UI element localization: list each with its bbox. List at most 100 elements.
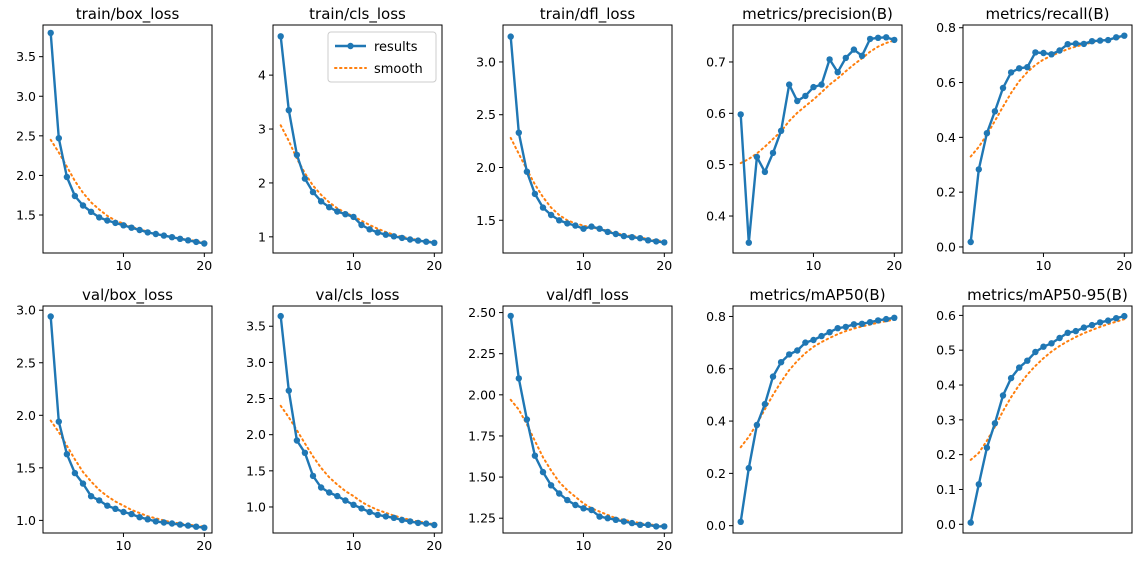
results-data-point — [1104, 317, 1112, 324]
y-tick-label: 1.5 — [16, 460, 36, 475]
results-data-point — [786, 351, 793, 358]
results-data-point — [1072, 327, 1080, 335]
y-tick-label: 1.5 — [476, 213, 496, 228]
results-data-point — [112, 505, 119, 512]
results-data-point — [96, 497, 103, 504]
results-data-point — [983, 444, 991, 451]
results-data-point — [136, 226, 143, 234]
results-data-point — [152, 518, 159, 525]
results-data-point — [176, 235, 184, 242]
results-data-point — [1007, 69, 1015, 76]
y-tick-label: 0.6 — [706, 106, 726, 121]
results-data-point — [342, 497, 349, 504]
plot-frame — [42, 24, 213, 254]
chart-panel-9: metrics/mAP50(B) 0.0 0.2 0.4 0.6 0.8 — [706, 286, 903, 534]
results-data-point — [326, 204, 333, 211]
y-tick-label: 2 — [258, 175, 266, 190]
results-data-point — [745, 239, 752, 246]
y-tick-label: 1.25 — [468, 511, 496, 526]
results-data-point — [874, 34, 882, 41]
y-tick-label: 2.0 — [16, 408, 36, 423]
results-data-point — [301, 175, 309, 182]
y-tick-label: 0.4 — [936, 130, 956, 145]
y-tick-label: 0.0 — [936, 239, 956, 254]
y-tick-label: 0.2 — [936, 185, 956, 200]
y-tick-label: 0.4 — [936, 378, 956, 393]
x-tick-label: 10 — [116, 538, 132, 553]
results-data-point — [160, 519, 168, 526]
y-tick-label: 2.5 — [246, 391, 266, 406]
results-data-point — [866, 319, 874, 326]
results-data-point — [1064, 329, 1071, 336]
results-data-point — [604, 515, 611, 522]
results-data-point — [596, 513, 603, 520]
results-data-point — [1056, 47, 1063, 54]
plot-frame — [502, 24, 673, 254]
results-data-point — [431, 521, 438, 529]
results-data-point — [293, 151, 301, 159]
results-data-point — [293, 437, 301, 444]
y-tick-label: 2.5 — [16, 128, 36, 143]
y-tick-label: 1.0 — [246, 499, 266, 514]
results-data-point — [612, 230, 619, 238]
results-data-point — [531, 190, 539, 198]
results-data-point — [201, 524, 208, 531]
results-data-point — [983, 130, 991, 137]
plot-frame — [962, 305, 1133, 534]
chart-panel-1: train/box_loss 1.5 2.0 2.5 3.0 3.5 10 20 — [16, 5, 213, 273]
results-data-point — [580, 225, 587, 232]
results-data-point — [745, 464, 752, 472]
results-data-point — [334, 492, 341, 500]
y-tick-label: 0.0 — [936, 517, 956, 532]
results-data-point — [47, 29, 54, 37]
results-data-point — [580, 505, 587, 512]
results-data-point — [999, 84, 1007, 92]
results-data-point — [999, 392, 1007, 399]
results-data-point — [737, 518, 744, 525]
results-data-point — [842, 323, 849, 331]
legend-results-marker — [347, 42, 354, 50]
results-data-point — [883, 315, 890, 323]
y-tick-label: 0.1 — [936, 482, 956, 497]
results-data-point — [160, 232, 168, 239]
results-data-point — [653, 238, 660, 245]
results-data-point — [991, 420, 999, 427]
results-data-point — [277, 312, 284, 320]
results-data-point — [628, 519, 636, 527]
results-data-point — [1096, 319, 1104, 326]
results-data-point — [1016, 65, 1023, 72]
y-tick-label: 4 — [258, 68, 266, 83]
results-data-point — [406, 236, 414, 243]
results-data-point — [176, 521, 184, 528]
x-tick-label: 20 — [426, 538, 442, 553]
plot-frame — [962, 24, 1133, 254]
results-data-point — [786, 81, 793, 88]
results-data-point — [1048, 340, 1055, 347]
results-data-point — [1113, 34, 1120, 41]
results-data-point — [834, 325, 841, 332]
results-data-point — [883, 34, 890, 41]
y-tick-label: 1.50 — [468, 470, 496, 485]
results-data-point — [1024, 357, 1031, 364]
x-tick-label: 20 — [1116, 258, 1132, 273]
results-data-point — [777, 359, 785, 366]
chart-title: metrics/mAP50(B) — [749, 286, 885, 304]
results-data-point — [572, 222, 579, 229]
results-data-point — [620, 232, 628, 240]
x-tick-label: 10 — [1036, 258, 1052, 273]
results-data-point — [1121, 312, 1128, 320]
results-data-point — [523, 416, 531, 423]
results-data-point — [317, 198, 325, 205]
plot-frame — [272, 305, 443, 534]
results-data-point — [661, 523, 668, 530]
results-data-point — [810, 83, 817, 91]
results-data-point — [794, 347, 801, 354]
results-data-point — [184, 522, 192, 529]
y-tick-label: 1.75 — [468, 428, 496, 443]
results-data-point — [531, 452, 539, 459]
results-data-point — [374, 511, 381, 519]
y-tick-label: 3.0 — [16, 89, 36, 104]
results-data-point — [55, 418, 62, 425]
x-tick-label: 20 — [886, 258, 902, 273]
results-data-point — [366, 508, 373, 516]
